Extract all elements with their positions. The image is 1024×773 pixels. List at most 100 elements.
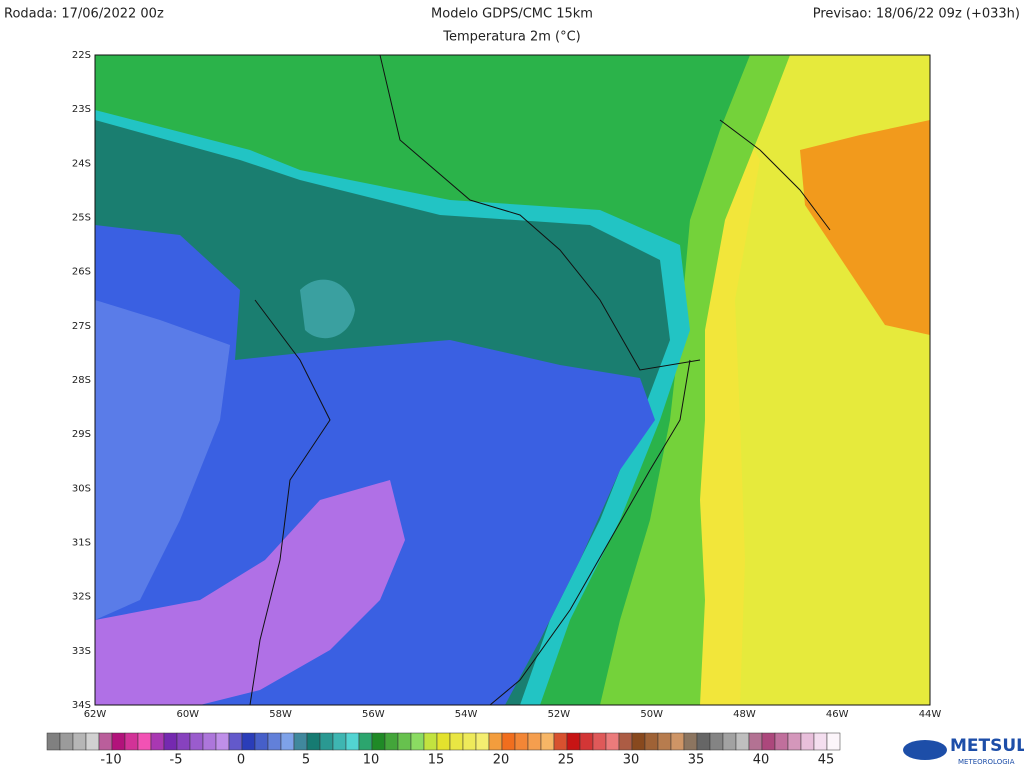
colorbar-cell <box>813 732 828 751</box>
colorbar-cell <box>163 732 178 751</box>
logo-tagline: METEOROLOGIA <box>958 758 1015 766</box>
colorbar-cell <box>124 732 139 751</box>
colorbar-cell <box>748 732 763 751</box>
colorbar-cell <box>176 732 191 751</box>
colorbar-cell <box>670 732 685 751</box>
colorbar-cell <box>410 732 425 751</box>
colorbar-cell <box>826 732 841 751</box>
logo-globe <box>903 740 947 760</box>
colorbar-cell <box>787 732 802 751</box>
field-lightblue <box>95 300 230 620</box>
colorbar-cell <box>488 732 503 751</box>
colorbar-cell <box>150 732 165 751</box>
lat-label: 33S <box>72 646 91 657</box>
colorbar-cell <box>215 732 230 751</box>
variable-label: Temperatura 2m (°C) <box>442 30 581 45</box>
temperature-field <box>94 54 931 706</box>
colorbar-cell <box>553 732 568 751</box>
colorbar-cell <box>137 732 152 751</box>
colorbar-cell <box>332 732 347 751</box>
lat-label: 32S <box>72 592 91 603</box>
colorbar-cell <box>774 732 789 751</box>
colorbar-cell <box>254 732 269 751</box>
logo: METSUL METEOROLOGIA <box>903 736 1024 766</box>
lat-label: 23S <box>72 104 91 115</box>
run-label: Rodada: 17/06/2022 00z <box>4 7 164 22</box>
lon-label: 48W <box>733 709 756 720</box>
lon-label: 52W <box>548 709 571 720</box>
colorbar-cell <box>462 732 477 751</box>
map-frame <box>94 54 931 706</box>
colorbar-label: -5 <box>170 753 183 768</box>
colorbar-cell <box>423 732 438 751</box>
colorbar-cell <box>449 732 464 751</box>
colorbar-cell <box>241 732 256 751</box>
colorbar-cell <box>293 732 308 751</box>
field-inland <box>300 279 355 339</box>
colorbar-cell <box>111 732 126 751</box>
colorbar-cell <box>618 732 633 751</box>
colorbar-cell <box>475 732 490 751</box>
colorbar-cell <box>358 732 373 751</box>
colorbar-cell <box>189 732 204 751</box>
colorbar-cell <box>501 732 516 751</box>
colorbar-cell <box>59 732 74 751</box>
lat-label: 22S <box>72 50 91 61</box>
colorbar-cell <box>345 732 360 751</box>
colorbar-cell <box>371 732 386 751</box>
lat-label: 31S <box>72 538 91 549</box>
field-orange <box>800 120 930 335</box>
colorbar-label: 10 <box>363 753 380 768</box>
lon-label: 62W <box>84 709 107 720</box>
colorbar-label: 30 <box>623 753 640 768</box>
colorbar-label: 0 <box>237 753 245 768</box>
lat-label: 26S <box>72 267 91 278</box>
colorbar-cell <box>527 732 542 751</box>
lon-label: 56W <box>362 709 385 720</box>
lon-label: 50W <box>640 709 663 720</box>
colorbar-cell <box>306 732 321 751</box>
colorbar-cell <box>709 732 724 751</box>
colorbar-label: 15 <box>428 753 445 768</box>
logo-name: METSUL <box>950 736 1024 756</box>
colorbar-cell <box>644 732 659 751</box>
lon-label: 54W <box>455 709 478 720</box>
colorbar-cell <box>761 732 776 751</box>
coastline <box>489 359 691 705</box>
lat-label: 34S <box>72 700 91 711</box>
colorbar-cell <box>566 732 581 751</box>
colorbar-label: 20 <box>493 753 510 768</box>
colorbar-cell <box>46 732 61 751</box>
lon-label: 44W <box>919 709 942 720</box>
lat-label: 28S <box>72 375 91 386</box>
lon-label: 58W <box>269 709 292 720</box>
colorbar-cell <box>267 732 282 751</box>
colorbar-cell <box>397 732 412 751</box>
colorbar-cell <box>800 732 815 751</box>
lat-label: 30S <box>72 483 91 494</box>
lat-label: 25S <box>72 213 91 224</box>
colorbar-cell <box>436 732 451 751</box>
colorbar-cell <box>384 732 399 751</box>
border-line <box>379 55 701 371</box>
colorbar-label: 40 <box>753 753 770 768</box>
colorbar-cell <box>514 732 529 751</box>
field-purple <box>95 480 405 705</box>
colorbar-cell <box>98 732 113 751</box>
coastline-2 <box>719 119 831 231</box>
colorbar-cell <box>280 732 295 751</box>
lon-label: 46W <box>826 709 849 720</box>
lon-label: 60W <box>176 709 199 720</box>
colorbar-cell <box>735 732 750 751</box>
colorbar-cell <box>540 732 555 751</box>
colorbar-cell <box>228 732 243 751</box>
colorbar-cell <box>579 732 594 751</box>
forecast-label: Previsao: 18/06/22 09z (+033h) <box>813 7 1020 22</box>
colorbar-cell <box>605 732 620 751</box>
model-label: Modelo GDPS/CMC 15km <box>431 7 593 22</box>
colorbar-label: -10 <box>100 753 121 768</box>
colorbar-label: 35 <box>688 753 705 768</box>
colorbar-cell <box>72 732 87 751</box>
colorbar-cell <box>631 732 646 751</box>
